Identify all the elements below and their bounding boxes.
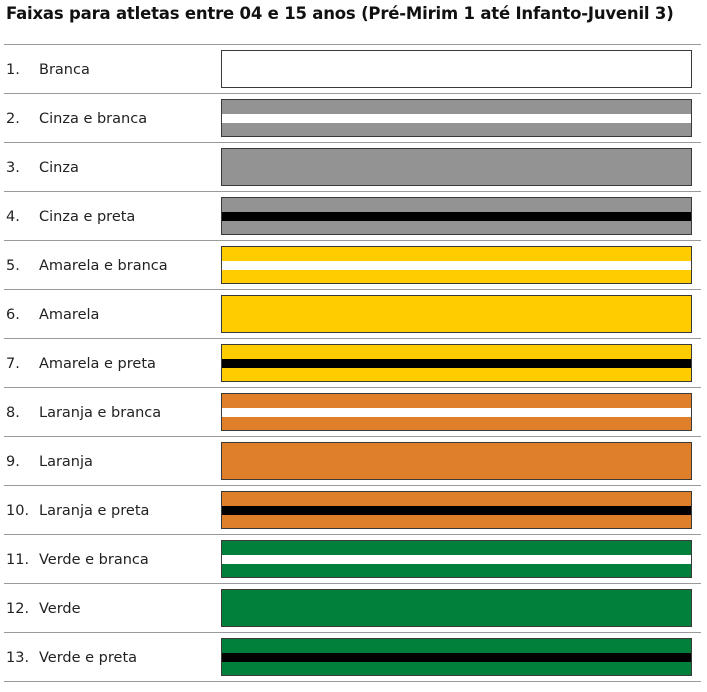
belt-row: 1. Branca: [4, 45, 701, 94]
belt-number: 8.: [6, 405, 20, 421]
belt-stripe: [222, 114, 691, 123]
belt-stripe: [222, 408, 691, 417]
belt-number: 13.: [6, 650, 30, 666]
belt-stripe: [222, 555, 691, 564]
belt-swatch: [221, 295, 692, 333]
belt-row: 6. Amarela: [4, 290, 701, 339]
belt-number: 12.: [6, 601, 30, 617]
belt-swatch: [221, 540, 692, 578]
belt-swatch: [221, 638, 692, 676]
belt-stripe: [222, 359, 691, 368]
belt-number: 4.: [6, 209, 20, 225]
belt-number: 7.: [6, 356, 20, 372]
belt-swatch: [221, 442, 692, 480]
belt-swatch: [221, 50, 692, 88]
belt-row: 2. Cinza e branca: [4, 94, 701, 143]
belt-number: 1.: [6, 62, 20, 78]
belt-swatch: [221, 148, 692, 186]
belt-row: 12. Verde: [4, 584, 701, 633]
page-title: Faixas para atletas entre 04 e 15 anos (…: [6, 4, 674, 23]
belt-name: Amarela e preta: [39, 356, 156, 372]
belt-row: 3. Cinza: [4, 143, 701, 192]
belt-stripe: [222, 212, 691, 221]
belt-stripe: [222, 653, 691, 662]
belt-name: Verde e branca: [39, 552, 149, 568]
belt-swatch: [221, 491, 692, 529]
belt-stripe: [222, 261, 691, 270]
belt-swatch: [221, 99, 692, 137]
belt-name: Laranja e preta: [39, 503, 150, 519]
belt-name: Cinza e branca: [39, 111, 148, 127]
belt-number: 6.: [6, 307, 20, 323]
belt-name: Verde: [39, 601, 81, 617]
belt-row: 8. Laranja e branca: [4, 388, 701, 437]
belt-row: 5. Amarela e branca: [4, 241, 701, 290]
top-divider: [4, 44, 701, 45]
belt-row: 11. Verde e branca: [4, 535, 701, 584]
belt-row: 7. Amarela e preta: [4, 339, 701, 388]
belt-swatch: [221, 246, 692, 284]
belt-name: Amarela: [39, 307, 100, 323]
belt-number: 10.: [6, 503, 30, 519]
belt-row: 10. Laranja e preta: [4, 486, 701, 535]
belt-number: 5.: [6, 258, 20, 274]
belt-swatch: [221, 197, 692, 235]
belt-name: Verde e preta: [39, 650, 138, 666]
belt-number: 3.: [6, 160, 20, 176]
belt-swatch: [221, 344, 692, 382]
belt-name: Cinza e preta: [39, 209, 136, 225]
belt-name: Cinza: [39, 160, 79, 176]
belt-name: Laranja e branca: [39, 405, 162, 421]
belt-name: Laranja: [39, 454, 93, 470]
belt-list: 1. Branca 2. Cinza e branca 3. Cinza 4. Cinza e…: [0, 45, 707, 682]
belt-row: 13. Verde e preta: [4, 633, 701, 682]
belt-row: 9. Laranja: [4, 437, 701, 486]
belt-number: 11.: [6, 552, 30, 568]
belt-stripe: [222, 506, 691, 515]
belt-name: Branca: [39, 62, 90, 78]
belt-row: 4. Cinza e preta: [4, 192, 701, 241]
belt-number: 2.: [6, 111, 20, 127]
belt-number: 9.: [6, 454, 20, 470]
belt-swatch: [221, 393, 692, 431]
belt-swatch: [221, 589, 692, 627]
belt-name: Amarela e branca: [39, 258, 168, 274]
